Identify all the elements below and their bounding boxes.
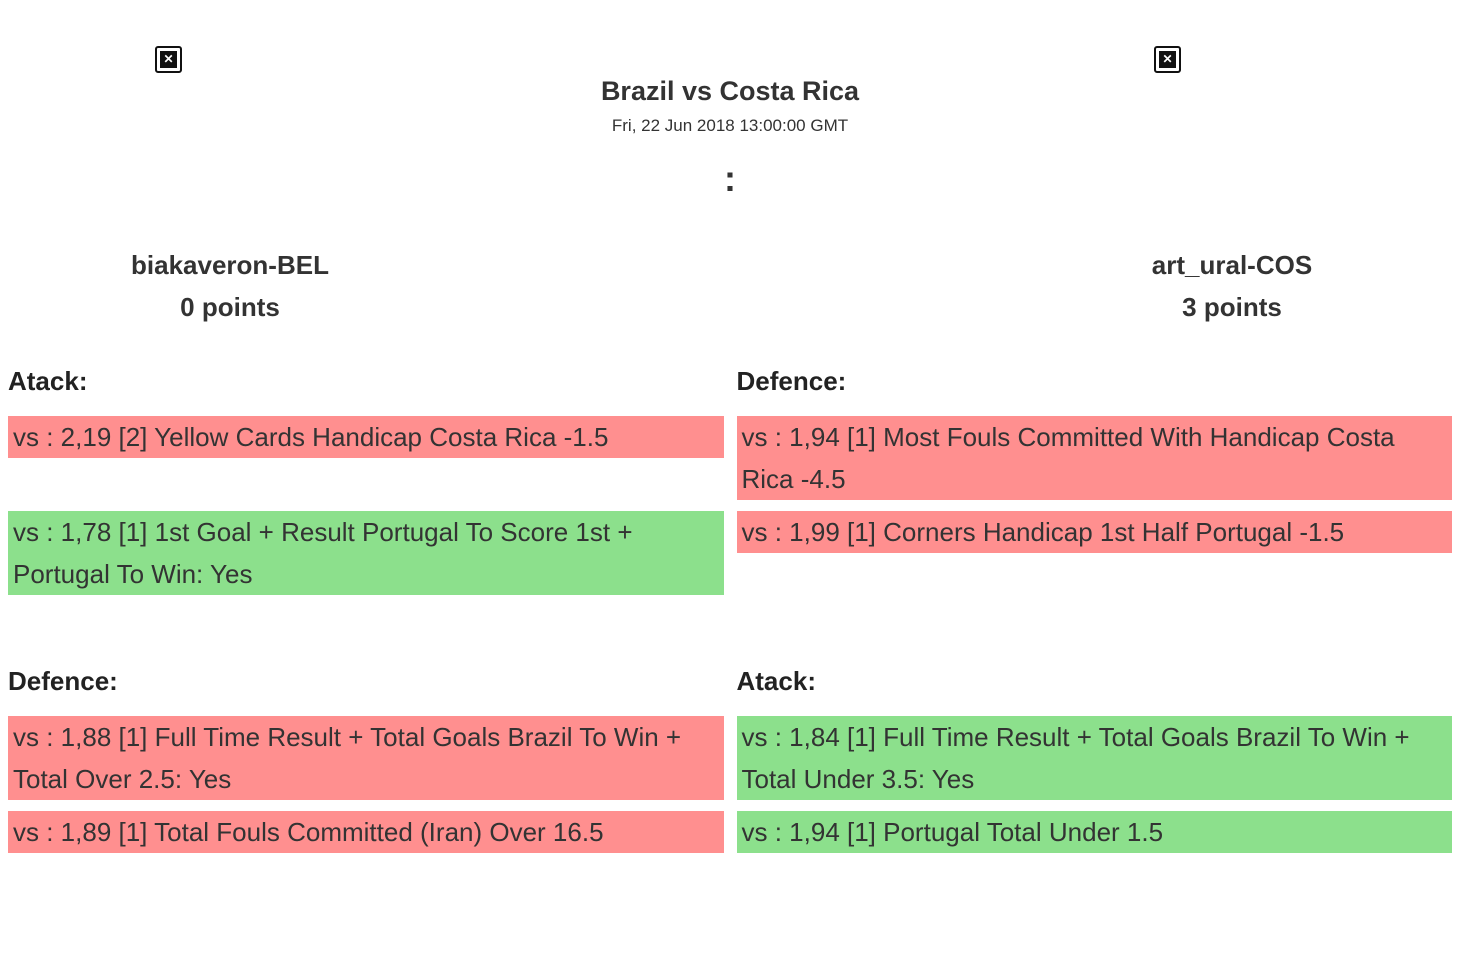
left-player-points: 0 points	[180, 292, 280, 322]
bet-item: vs : 1,78 [1] 1st Goal + Result Portugal…	[8, 511, 724, 595]
bet-item: vs : 1,88 [1] Full Time Result + Total G…	[8, 716, 724, 800]
bet-item: vs : 1,89 [1] Total Fouls Committed (Ira…	[8, 811, 724, 853]
bet-item: vs : 1,84 [1] Full Time Result + Total G…	[736, 716, 1452, 800]
left-player-name: biakaveron-BEL	[131, 250, 329, 280]
section-top: Atack: Defence: vs : 2,19 [2] Yellow Car…	[8, 365, 1452, 595]
score-separator: :	[724, 158, 736, 199]
left-category-heading: Atack:	[8, 366, 88, 396]
broken-image-x-glyph: ✕	[160, 51, 177, 68]
broken-image-x-glyph: ✕	[1159, 51, 1176, 68]
bet-item: vs : 1,99 [1] Corners Handicap 1st Half …	[736, 511, 1452, 553]
right-category-heading: Atack:	[736, 666, 816, 696]
right-player-points: 3 points	[1182, 292, 1282, 322]
bet-item: vs : 1,94 [1] Most Fouls Committed With …	[736, 416, 1452, 500]
bet-item: vs : 2,19 [2] Yellow Cards Handicap Cost…	[8, 416, 724, 458]
left-player-broken-image-icon: ✕	[155, 46, 182, 73]
right-player-broken-image-icon: ✕	[1154, 46, 1181, 73]
section-bottom: Defence: Atack: vs : 1,88 [1] Full Time …	[8, 665, 1452, 853]
match-datetime: Fri, 22 Jun 2018 13:00:00 GMT	[611, 116, 849, 135]
bet-item: vs : 1,94 [1] Portugal Total Under 1.5	[736, 811, 1452, 853]
match-title: Brazil vs Costa Rica	[600, 76, 860, 106]
right-player-name: art_ural-COS	[1151, 250, 1313, 280]
right-category-heading: Defence:	[736, 366, 847, 396]
left-category-heading: Defence:	[8, 666, 118, 696]
